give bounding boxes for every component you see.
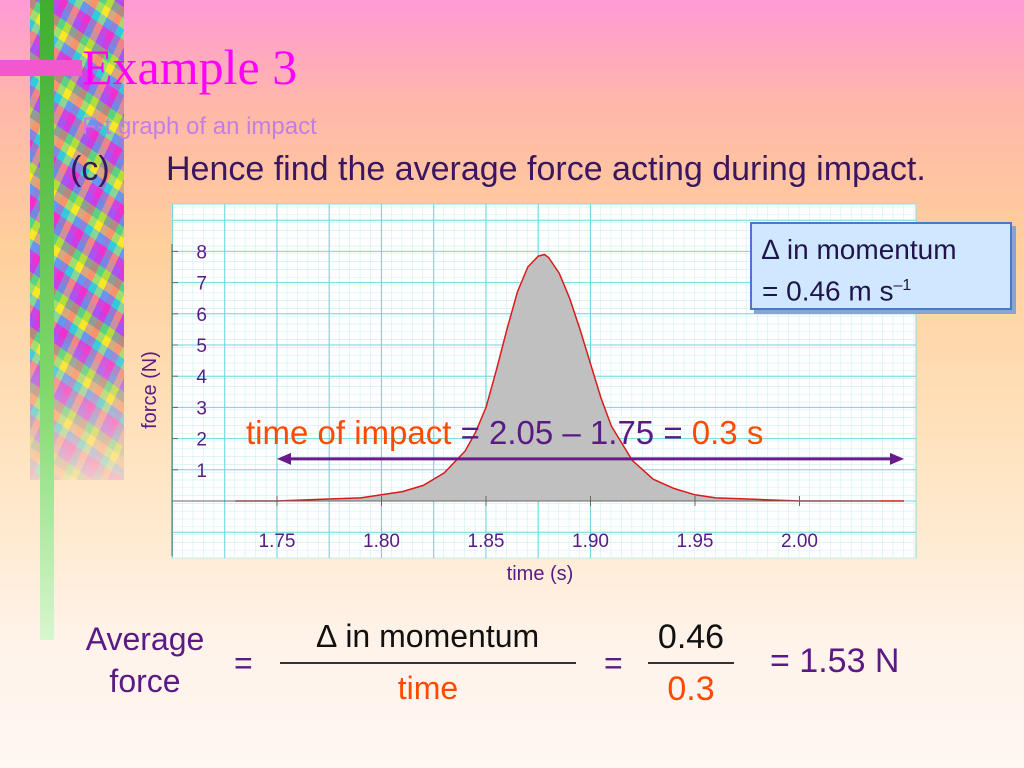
x-tick-label: 1.75 xyxy=(259,531,296,552)
slide-subtitle: F-t graph of an impact xyxy=(82,113,317,140)
x-tick-label: 1.95 xyxy=(677,531,714,552)
fraction2-numerator: 0.46 xyxy=(657,618,725,656)
y-tick-label: 1 xyxy=(196,461,207,482)
y-tick-label: 2 xyxy=(196,430,207,451)
fraction1-numerator: ∆ in momentum xyxy=(316,618,540,654)
y-tick-label: 3 xyxy=(196,398,207,419)
x-tick-label: 1.90 xyxy=(572,531,609,552)
fraction2-denominator: 0.3 xyxy=(667,670,715,708)
time-of-impact-annotation: time of impact = 2.05 – 1.75 = 0.3 s xyxy=(246,414,763,452)
fraction1-denominator: time xyxy=(397,670,459,706)
y-tick-label: 6 xyxy=(196,305,207,326)
equals-sign-1: = xyxy=(234,645,253,681)
x-axis-label: time (s) xyxy=(507,563,574,585)
y-tick-label: 4 xyxy=(196,367,207,388)
result-value: = 1.53 N xyxy=(770,642,900,680)
fraction1-bar xyxy=(280,662,576,664)
y-tick-label: 5 xyxy=(196,336,207,357)
arrow-head-left xyxy=(277,452,291,465)
question-text: Hence find the average force acting duri… xyxy=(166,150,926,188)
decorative-pink-bar xyxy=(0,60,82,76)
y-tick-label: 7 xyxy=(196,274,207,295)
force-curve xyxy=(235,253,904,502)
x-tick-labels: 1.75 1.80 1.85 1.90 1.95 2.00 xyxy=(259,531,818,552)
time-of-impact-expression: = 2.05 – 1.75 = xyxy=(451,414,692,451)
time-of-impact-label: time of impact xyxy=(246,414,452,451)
decorative-green-bar xyxy=(40,0,54,640)
average-force-label: Average force xyxy=(85,621,205,699)
callout-line2-text: = 0.46 m s xyxy=(762,275,894,307)
time-of-impact-value: 0.3 s xyxy=(691,414,764,451)
arrow-head-right xyxy=(890,452,904,465)
momentum-callout: ∆ in momentum = 0.46 m s–1 xyxy=(750,222,1012,310)
x-tick-label: 1.80 xyxy=(363,531,400,552)
x-tick-label: 2.00 xyxy=(781,531,818,552)
y-tick-label: 8 xyxy=(196,242,207,263)
y-tick-labels: 1 2 3 4 5 6 7 8 xyxy=(196,242,207,481)
impact-area xyxy=(235,254,904,501)
callout-line2-sup: –1 xyxy=(893,277,912,294)
callout-line2: = 0.46 m s–1 xyxy=(762,268,1000,309)
fraction2-bar xyxy=(648,662,734,664)
time-of-impact-arrow xyxy=(277,452,904,465)
equals-sign-2: = xyxy=(604,645,623,681)
axis-ticks xyxy=(172,250,800,506)
x-tick-label: 1.85 xyxy=(468,531,505,552)
slide-title: Example 3 xyxy=(82,39,298,95)
part-label: (c) xyxy=(70,150,110,188)
callout-line1: ∆ in momentum xyxy=(762,234,957,265)
y-axis-label: force (N) xyxy=(139,351,161,429)
